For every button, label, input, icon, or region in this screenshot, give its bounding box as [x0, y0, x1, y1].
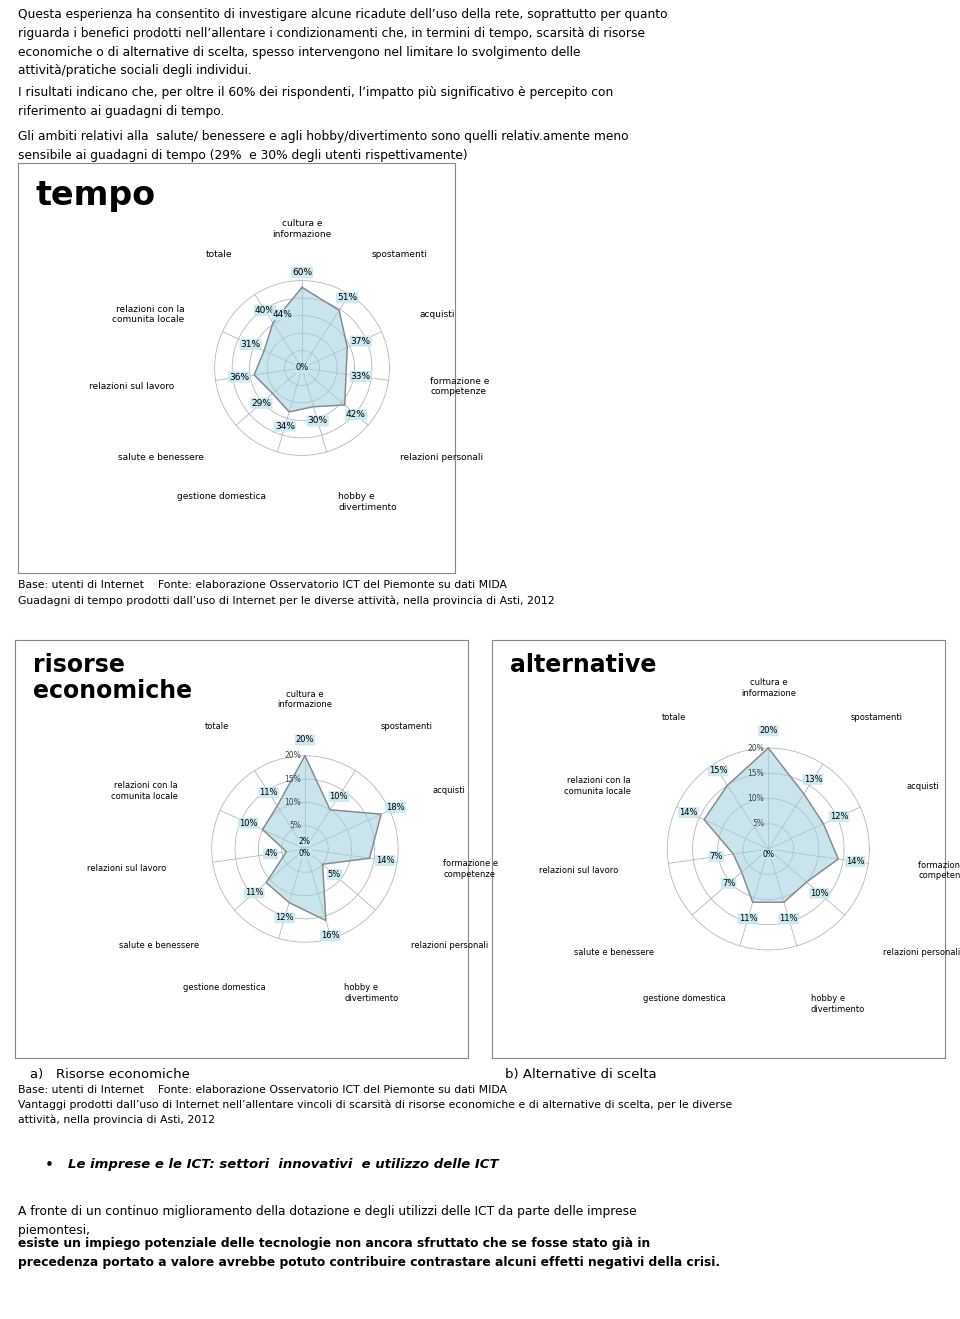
Text: formazione e
competenze: formazione e competenze	[430, 377, 490, 396]
Text: formazione e
competenze: formazione e competenze	[444, 859, 498, 878]
Text: 12%: 12%	[829, 813, 849, 822]
Polygon shape	[704, 748, 838, 902]
Text: cultura e
informazione: cultura e informazione	[273, 219, 331, 239]
Text: gestione domestica: gestione domestica	[183, 983, 266, 992]
Text: relazioni personali: relazioni personali	[411, 940, 488, 950]
Text: 11%: 11%	[245, 889, 263, 897]
Text: tempo: tempo	[36, 179, 156, 212]
Text: 13%: 13%	[804, 774, 823, 783]
Text: relazioni personali: relazioni personali	[399, 452, 483, 462]
Text: Vantaggi prodotti dall’uso di Internet nell’allentare vincoli di scarsità di ris: Vantaggi prodotti dall’uso di Internet n…	[18, 1100, 732, 1125]
Text: 14%: 14%	[376, 856, 395, 865]
Text: salute e benessere: salute e benessere	[574, 948, 654, 958]
Text: 20%: 20%	[748, 744, 764, 753]
Text: 5%: 5%	[289, 822, 301, 830]
Polygon shape	[262, 756, 381, 921]
Text: 37%: 37%	[350, 336, 371, 346]
Text: relazioni personali: relazioni personali	[883, 948, 960, 958]
Text: formazione e
competenze: formazione e competenze	[918, 861, 960, 880]
Text: Base: utenti di Internet    Fonte: elaborazione Osservatorio ICT del Piemonte su: Base: utenti di Internet Fonte: elaboraz…	[18, 580, 507, 590]
Text: 18%: 18%	[386, 803, 405, 813]
Text: gestione domestica: gestione domestica	[643, 995, 726, 1004]
Text: hobby e
divertimento: hobby e divertimento	[339, 492, 397, 512]
Text: 20%: 20%	[296, 736, 314, 744]
Text: 36%: 36%	[229, 372, 250, 381]
Text: 11%: 11%	[259, 787, 277, 797]
Text: 0%: 0%	[299, 849, 311, 859]
Text: 11%: 11%	[738, 914, 757, 923]
Text: alternative: alternative	[510, 653, 657, 677]
Text: esiste un impiego potenziale delle tecnologie non ancora sfruttato che se fosse : esiste un impiego potenziale delle tecno…	[18, 1237, 720, 1269]
Text: 42%: 42%	[346, 410, 366, 419]
Text: 12%: 12%	[276, 913, 294, 922]
Text: Questa esperienza ha consentito di investigare alcune ricadute dell’uso della re: Questa esperienza ha consentito di inves…	[18, 8, 667, 78]
Text: 51%: 51%	[337, 293, 357, 302]
Text: relazioni sul lavoro: relazioni sul lavoro	[87, 864, 166, 873]
Text: Gli ambiti relativi alla  salute/ benessere e agli hobby/divertimento sono quell: Gli ambiti relativi alla salute/ benesse…	[18, 131, 629, 162]
Text: 7%: 7%	[722, 878, 735, 888]
Text: acquisti: acquisti	[432, 786, 465, 795]
Text: 40%: 40%	[255, 306, 275, 315]
Text: relazioni sul lavoro: relazioni sul lavoro	[540, 867, 618, 874]
Text: A fronte di un continuo miglioramento della dotazione e degli utilizzi delle ICT: A fronte di un continuo miglioramento de…	[18, 1206, 636, 1237]
Text: salute e benessere: salute e benessere	[119, 940, 200, 950]
Polygon shape	[254, 288, 348, 412]
Text: acquisti: acquisti	[420, 310, 455, 319]
Text: 10%: 10%	[810, 889, 828, 898]
Text: 11%: 11%	[780, 914, 798, 923]
Text: salute e benessere: salute e benessere	[118, 452, 204, 462]
Text: 10%: 10%	[239, 819, 257, 827]
Text: b) Alternative di scelta: b) Alternative di scelta	[505, 1068, 657, 1082]
Text: 15%: 15%	[708, 766, 728, 776]
Text: acquisti: acquisti	[906, 782, 939, 790]
Text: 10%: 10%	[329, 791, 348, 801]
Text: 15%: 15%	[748, 769, 764, 778]
Text: 29%: 29%	[252, 398, 272, 408]
Text: 15%: 15%	[284, 774, 301, 783]
Text: cultura e
informazione: cultura e informazione	[741, 678, 796, 698]
Text: 14%: 14%	[846, 857, 865, 867]
Text: 10%: 10%	[284, 798, 301, 807]
Text: relazioni con la
comunita locale: relazioni con la comunita locale	[564, 777, 631, 795]
Text: totale: totale	[205, 723, 229, 732]
Text: spostamenti: spostamenti	[851, 712, 902, 721]
Text: 14%: 14%	[679, 809, 698, 816]
Text: hobby e
divertimento: hobby e divertimento	[345, 983, 398, 1002]
Text: Le imprese e le ICT: settori  innovativi  e utilizzo delle ICT: Le imprese e le ICT: settori innovativi …	[68, 1158, 498, 1171]
Text: spostamenti: spostamenti	[380, 723, 433, 732]
Text: 30%: 30%	[307, 417, 327, 426]
Text: Guadagni di tempo prodotti dall’uso di Internet per le diverse attività, nella p: Guadagni di tempo prodotti dall’uso di I…	[18, 595, 555, 605]
Text: totale: totale	[205, 251, 232, 259]
Text: 4%: 4%	[264, 849, 277, 859]
Text: 16%: 16%	[321, 931, 340, 940]
Text: cultura e
informazione: cultura e informazione	[277, 690, 332, 710]
Text: 5%: 5%	[753, 819, 764, 828]
Text: Base: utenti di Internet    Fonte: elaborazione Osservatorio ICT del Piemonte su: Base: utenti di Internet Fonte: elaboraz…	[18, 1086, 507, 1095]
Text: relazioni con la
comunita locale: relazioni con la comunita locale	[111, 781, 178, 801]
Text: gestione domestica: gestione domestica	[177, 492, 266, 501]
Text: 2%: 2%	[299, 838, 311, 845]
Text: risorse
economiche: risorse economiche	[33, 653, 192, 703]
Text: 10%: 10%	[748, 794, 764, 803]
Text: 60%: 60%	[292, 268, 312, 277]
Text: hobby e
divertimento: hobby e divertimento	[811, 995, 865, 1014]
Text: 33%: 33%	[350, 372, 371, 381]
Text: I risultati indicano che, per oltre il 60% dei rispondenti, l’impatto più signif: I risultati indicano che, per oltre il 6…	[18, 86, 613, 117]
Text: 44%: 44%	[273, 310, 293, 319]
Text: totale: totale	[662, 712, 686, 721]
Text: •: •	[45, 1158, 54, 1173]
Text: 0%: 0%	[296, 364, 309, 372]
Text: a)   Risorse economiche: a) Risorse economiche	[30, 1068, 190, 1082]
Text: 31%: 31%	[241, 340, 261, 350]
Text: 20%: 20%	[759, 727, 778, 736]
Text: relazioni con la
comunita locale: relazioni con la comunita locale	[112, 305, 184, 324]
Text: spostamenti: spostamenti	[372, 251, 428, 259]
Text: 5%: 5%	[328, 871, 341, 880]
Text: 0%: 0%	[762, 849, 775, 859]
Text: 7%: 7%	[709, 852, 723, 861]
Text: 34%: 34%	[275, 422, 295, 430]
Text: relazioni sul lavoro: relazioni sul lavoro	[88, 383, 174, 390]
Text: 20%: 20%	[284, 752, 301, 760]
